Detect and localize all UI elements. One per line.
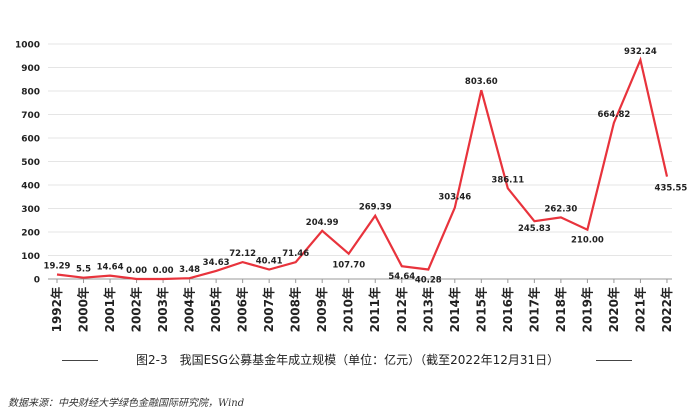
data-label: 3.48 <box>179 265 200 275</box>
data-label: 0.00 <box>153 266 174 276</box>
data-label: 204.99 <box>306 218 339 228</box>
x-tick-label: 2008年 <box>288 287 303 332</box>
data-label: 19.29 <box>44 261 71 271</box>
data-label: 664.82 <box>598 110 631 120</box>
data-label: 107.70 <box>332 261 365 271</box>
x-tick-label: 2018年 <box>553 287 568 332</box>
data-label: 386.11 <box>491 175 524 185</box>
figure-caption: 图2-3 我国ESG公募基金年成立规模（单位：亿元）（截至2022年12月31日… <box>0 351 700 371</box>
x-tick-label: 1992年 <box>49 287 64 332</box>
y-tick-label: 200 <box>21 229 40 239</box>
caption-rule-left <box>62 360 98 361</box>
data-label: 5.5 <box>76 265 91 275</box>
data-label: 245.83 <box>518 224 551 234</box>
y-tick-label: 800 <box>21 88 40 98</box>
x-tick-label: 2017年 <box>526 287 541 332</box>
y-tick-label: 600 <box>21 135 40 145</box>
x-tick-label: 2004年 <box>182 287 197 332</box>
data-label: 262.30 <box>544 204 577 214</box>
data-label: 40.28 <box>415 276 442 286</box>
y-tick-label: 900 <box>21 64 40 74</box>
x-tick-label: 2002年 <box>129 287 144 332</box>
data-label: 303.46 <box>438 193 471 203</box>
data-label: 72.12 <box>229 249 256 259</box>
x-tick-label: 2009年 <box>314 287 329 332</box>
x-tick-label: 2001年 <box>102 287 117 332</box>
x-tick-label: 2006年 <box>235 287 250 332</box>
data-labels: 19.29 5.5 14.64 0.00 0.00 3.4834.6372.1240.41… <box>44 47 688 286</box>
data-label: 14.64 <box>97 263 124 273</box>
y-tick-label: 100 <box>21 252 40 262</box>
data-label: 932.24 <box>624 47 657 57</box>
x-tick-label: 2022年 <box>659 287 674 332</box>
y-tick-label: 0 <box>34 276 40 286</box>
x-tick-label: 2007年 <box>261 287 276 332</box>
data-source: 数据来源：中央财经大学绿色金融国际研究院，Wind <box>8 398 245 409</box>
data-label: 71.46 <box>282 249 309 259</box>
x-tick-label: 2015年 <box>473 287 488 332</box>
x-tick-label: 2021年 <box>632 287 647 332</box>
y-tick-label: 700 <box>21 111 40 121</box>
data-label: 269.39 <box>359 203 392 213</box>
x-axis-labels: 1992年 2000年 2001年 2002年 2003年 2004年 2005年 2006年… <box>49 279 674 332</box>
x-tick-label: 2019年 <box>579 287 594 332</box>
data-label: 0.00 <box>126 266 147 276</box>
data-label: 40.41 <box>256 257 283 267</box>
data-label: 435.55 <box>655 184 688 194</box>
caption-rule-right <box>596 360 632 361</box>
x-tick-label: 2014年 <box>447 287 462 332</box>
caption-text: 图2-3 我国ESG公募基金年成立规模（单位：亿元）（截至2022年12月31日… <box>136 353 560 367</box>
y-tick-label: 500 <box>21 158 40 168</box>
data-label: 54.64 <box>388 272 415 282</box>
x-tick-label: 2011年 <box>367 287 382 332</box>
x-tick-label: 2000年 <box>76 287 91 332</box>
y-tick-label: 300 <box>21 205 40 215</box>
y-tick-label: 400 <box>21 182 40 192</box>
data-label: 34.63 <box>203 258 230 268</box>
x-tick-label: 2003年 <box>155 287 170 332</box>
series-line <box>56 56 669 281</box>
x-tick-label: 2016年 <box>500 287 515 332</box>
data-label: 803.60 <box>465 77 498 87</box>
x-tick-label: 2012年 <box>394 287 409 332</box>
line-chart: 0 100 200 300 400 500 600 700 800 900 1000 1992年 20… <box>15 41 688 333</box>
data-label: 210.00 <box>571 236 604 246</box>
x-tick-label: 2013年 <box>420 287 435 332</box>
x-tick-label: 2005年 <box>208 287 223 332</box>
y-tick-label: 1000 <box>15 41 40 51</box>
x-tick-label: 2010年 <box>341 287 356 332</box>
y-axis-ticks: 0 100 200 300 400 500 600 700 800 900 1000 <box>15 41 40 286</box>
x-tick-label: 2020年 <box>606 287 621 332</box>
grid-lines <box>48 43 672 280</box>
